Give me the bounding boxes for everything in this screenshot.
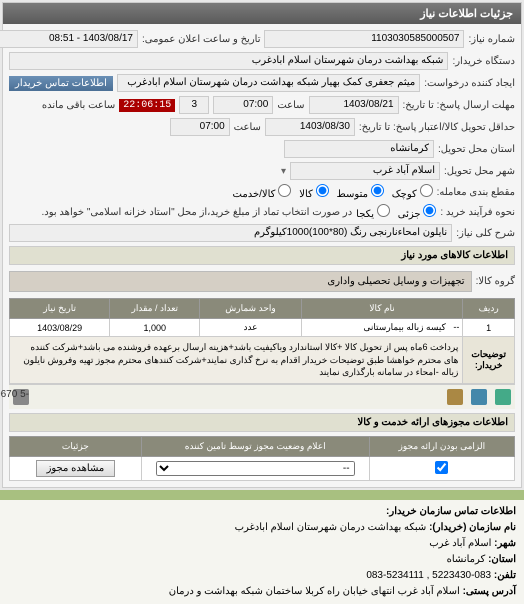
province-value: کرمانشاه [284,140,434,158]
city-label: شهر محل تحویل: [444,166,515,177]
radio-goods-service[interactable]: کالا/خدمت [233,184,292,200]
buyer-label: دستگاه خریدار: [452,56,515,67]
cell-unit: عدد [200,319,302,337]
city-value: اسلام آباد غرب [290,162,440,180]
contact-buyer-button[interactable]: اطلاعات تماس خریدار [9,76,113,91]
buyer-value: شبکه بهداشت درمان شهرستان اسلام ابادغرب [9,52,448,70]
requester-label: ایجاد کننده درخواست: [424,78,515,89]
view-license-button[interactable]: مشاهده مجوز [36,460,116,477]
mindeliver-label: حداقل تحویل کالا/اعتبار پاسخ: تا تاریخ: [359,122,515,133]
ftel-val: 083-5223430 , 5234111-083 [366,570,491,581]
countdown-suffix: ساعت باقی مانده [42,100,115,111]
deadline-time: 07:00 [213,96,273,114]
lcol-status: اعلام وضعیت مجوز توسط تامین کننده [141,436,369,456]
province-label: استان محل تحویل: [438,144,515,155]
radio-total[interactable]: یکجا [356,204,390,220]
countdown-timer: 22:06:15 [119,99,175,112]
desc-text: پرداخت 6ماه پس از تحویل کالا +کالا استان… [10,337,463,384]
time-label-1: ساعت [277,100,304,111]
radio-small[interactable]: کوچک [392,184,433,200]
radio-medium[interactable]: متوسط [337,184,384,200]
cell-qty: 1,000 [110,319,200,337]
pubdate-value: 1403/08/17 - 08:51 [0,30,138,48]
export-icon[interactable] [471,389,487,405]
deadline-date: 1403/08/21 [309,96,399,114]
page-info: -5 85349670 [13,389,29,405]
cell-n: 1 [463,319,515,337]
refresh-icon[interactable] [495,389,511,405]
fprov-label: استان: [488,554,516,565]
footer-header: اطلاعات تماس سازمان خریدار: [386,506,516,517]
fcity-val: اسلام آباد غرب [429,538,491,549]
cell-date: 1403/08/29 [10,319,110,337]
lcol-detail: جزئیات [10,436,142,456]
lcol-mand: الزامی بودن ارائه مجوز [369,436,514,456]
needtitle-label: شرح کلی نیاز: [456,228,515,239]
forg-val: شبکه بهداشت درمان شهرستان اسلام ابادغرب [235,522,427,533]
col-name: نام کالا [301,299,463,319]
items-header: اطلاعات کالاهای مورد نیاز [9,246,515,265]
status-select[interactable]: -- [156,461,355,476]
col-row: ردیف [463,299,515,319]
ftel-label: تلفن: [494,570,516,581]
reqno-value: 1103030585000507 [264,30,464,48]
mindeliver-time: 07:00 [170,118,230,136]
method-label: نحوه فرآیند خرید : [440,207,515,218]
table-row[interactable]: 1 -- کیسه زباله بیمارستانی عدد 1,000 140… [10,319,515,337]
footer-panel: اطلاعات تماس سازمان خریدار: نام سازمان (… [0,500,524,604]
days-remain: 3 [179,96,209,114]
items-table: ردیف نام کالا واحد شمارش تعداد / مقدار ت… [9,298,515,384]
time-label-2: ساعت [234,122,261,133]
deadline-label: مهلت ارسال پاسخ: تا تاریخ: [403,100,515,111]
col-qty: تعداد / مقدار [110,299,200,319]
reqno-label: شماره نیاز: [468,34,515,45]
license-table: الزامی بودن ارائه مجوز اعلام وضعیت مجوز … [9,436,515,481]
method-note: در صورت انتخاب تماد از مبلغ خرید،از محل … [9,207,352,218]
cell-name: کیسه زباله بیمارستانی [363,322,446,332]
col-date: تاریخ نیاز [10,299,110,319]
toolbar: -5 85349670 [9,384,515,409]
radio-goods[interactable]: کالا [299,184,328,200]
license-row: -- مشاهده مجوز [10,456,515,480]
divider-strip [0,490,524,500]
license-header: اطلاعات مجوزهای ارائه خدمت و کالا [9,413,515,432]
panel-title: جزئیات اطلاعات نیاز [3,3,521,24]
faddr-val: اسلام آباد غرب انتهای خیابان راه کربلا س… [169,586,460,597]
group-label: گروه کالا: [476,276,515,287]
desc-label: توضیحات خریدار: [463,337,515,384]
cell-code: -- [453,322,459,332]
fcity-label: شهر: [494,538,516,549]
mindeliver-date: 1403/08/30 [265,118,355,136]
mandatory-checkbox[interactable] [435,461,448,474]
faddr-label: آدرس پستی: [463,586,516,597]
print-icon[interactable] [447,389,463,405]
requester-value: میثم جعفری کمک بهیار شبکه بهداشت درمان ش… [117,74,420,92]
type-label: مقطع بندی معامله: [437,187,515,198]
forg-label: نام سازمان (خریدار): [429,522,516,533]
needtitle-value: نایلون امحاءنارنجی رنگ (80*100)1000کیلوگ… [9,224,452,242]
col-unit: واحد شمارش [200,299,302,319]
fprov-val: کرمانشاه [447,554,486,565]
group-value: تجهیزات و وسایل تحصیلی واداری [9,271,472,292]
pubdate-label: تاریخ و ساعت اعلان عمومی: [142,34,261,45]
radio-partial[interactable]: جزئی [398,204,437,220]
chevron-down-icon[interactable]: ▾ [281,166,286,177]
